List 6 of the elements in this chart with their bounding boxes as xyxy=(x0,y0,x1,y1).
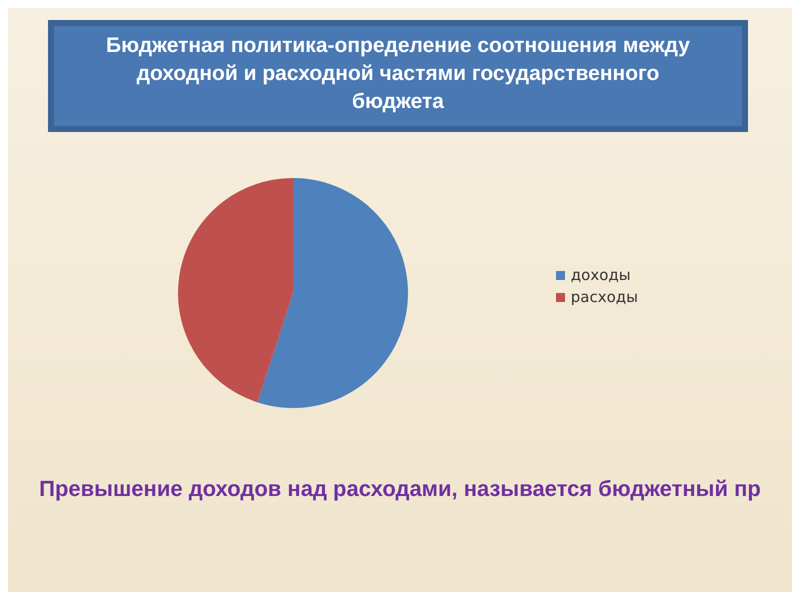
text: Превышение доходов над расходами, называется бюджетный пр xyxy=(38,476,762,502)
pie-slice xyxy=(178,178,293,402)
pie-slice xyxy=(257,178,408,408)
legend-label: расходы xyxy=(570,288,638,306)
legend-label: доходы xyxy=(570,266,631,284)
chart-title: Бюджетная политика-определение соотношения между доходной и расходной частями государственного бюджета xyxy=(48,20,748,132)
